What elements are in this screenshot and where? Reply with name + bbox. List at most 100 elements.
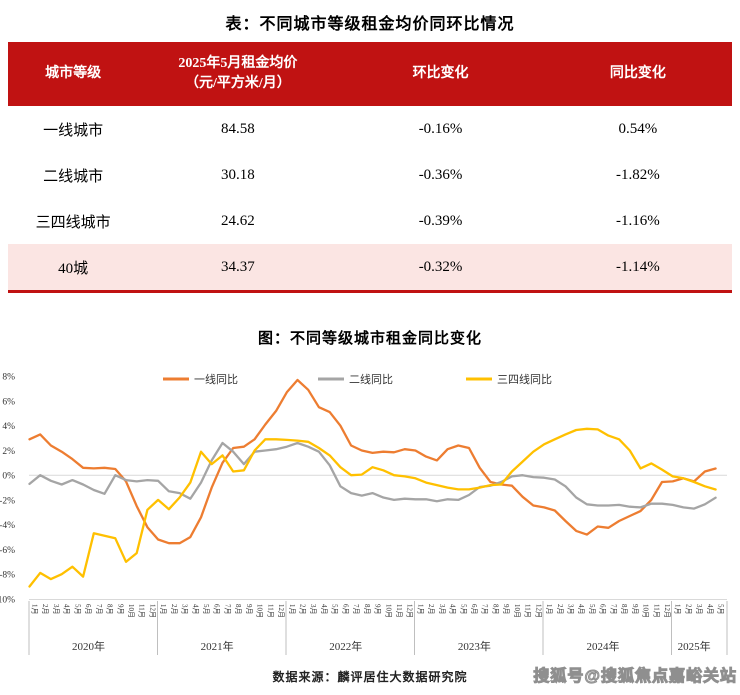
x-axis-month-label: 8月: [363, 604, 371, 615]
table-row: 二线城市 30.18 -0.36% -1.82%: [8, 152, 732, 198]
yoy-line-chart: 8%6%4%2%0%-2%-4%-6%-8%-10%1月2月3月4月5月6月7月…: [0, 372, 728, 655]
table-row: 三四线城市 24.62 -0.39% -1.16%: [8, 198, 732, 244]
x-axis-month-label: 7月: [95, 604, 103, 615]
data-source-note: 数据来源：麟评居住大数据研究院: [272, 670, 468, 684]
y-axis-tick-label: 6%: [2, 397, 15, 407]
x-axis-month-label: 12月: [663, 604, 671, 618]
series-line-1: [28, 441, 717, 510]
y-axis-tick-label: -10%: [0, 595, 15, 605]
x-axis-month-label: 4月: [320, 604, 328, 615]
x-axis-month-label: 4月: [577, 604, 585, 615]
x-axis-month-label: 8月: [491, 604, 499, 615]
x-axis-month-label: 6月: [213, 604, 221, 615]
year-label: 2021年: [201, 639, 234, 653]
x-axis-month-label: 4月: [706, 604, 714, 615]
table-row: 40城 34.37 -0.32% -1.14%: [8, 244, 732, 290]
x-axis-month-label: 3月: [52, 604, 60, 615]
table-cell: -0.16%: [418, 120, 463, 137]
x-axis-month-label: 7月: [609, 604, 617, 615]
table-header-cell: 城市等级: [45, 65, 102, 81]
x-axis-month-label: 10月: [256, 604, 264, 618]
y-axis-tick-label: 8%: [2, 373, 15, 383]
x-axis-month-label: 2月: [684, 604, 692, 615]
table-cell: 34.37: [220, 258, 255, 275]
x-axis-month-label: 11月: [266, 604, 274, 618]
x-axis-month-label: 4月: [449, 604, 457, 615]
x-axis-month-label: 9月: [502, 604, 510, 615]
table-cell: -0.39%: [418, 212, 463, 229]
x-axis-month-label: 5月: [331, 604, 339, 615]
table-cell: 一线城市: [43, 122, 104, 139]
x-axis-month-label: 11月: [652, 604, 660, 618]
table-cell: 二线城市: [43, 168, 104, 185]
year-label: 2020年: [72, 639, 105, 653]
x-axis-month-label: 3月: [438, 604, 446, 615]
x-axis-month-label: 5月: [459, 604, 467, 615]
table-cell: 三四线城市: [35, 214, 111, 231]
x-axis-month-label: 2月: [556, 604, 564, 615]
table-title: 表：不同城市等级租金均价同环比情况: [225, 16, 515, 33]
legend-label: 三四线同比: [497, 372, 552, 386]
x-axis-month-label: 12月: [148, 604, 156, 618]
table-header-row: 城市等级 2025年5月租金均价 （元/平方米/月） 环比变化 同比变化: [8, 42, 732, 106]
y-axis-tick-label: -8%: [0, 571, 15, 581]
x-axis-month-label: 7月: [352, 604, 360, 615]
x-axis-month-label: 6月: [341, 604, 349, 615]
y-axis-tick-label: -2%: [0, 496, 15, 506]
legend-label: 二线同比: [349, 372, 393, 386]
table-header-cell: 环比变化: [412, 65, 469, 81]
x-axis-month-label: 10月: [127, 604, 135, 618]
x-axis-month-label: 9月: [631, 604, 639, 615]
x-axis-month-label: 5月: [73, 604, 81, 615]
year-label: 2023年: [458, 639, 491, 653]
table-cell: 40城: [58, 260, 89, 277]
x-axis-month-label: 10月: [384, 604, 392, 618]
x-axis-month-label: 10月: [513, 604, 521, 618]
x-axis-month-label: 12月: [277, 604, 285, 618]
x-axis-month-label: 11月: [138, 604, 146, 618]
x-axis-month-label: 7月: [223, 604, 231, 615]
year-label: 2024年: [587, 639, 620, 653]
x-axis-month-label: 5月: [717, 604, 725, 615]
x-axis-month-label: 9月: [374, 604, 382, 615]
x-axis-month-label: 5月: [202, 604, 210, 615]
table-header-cell: 2025年5月租金均价 （元/平方米/月）: [178, 55, 298, 91]
x-axis-month-label: 4月: [191, 604, 199, 615]
x-axis-month-label: 2月: [299, 604, 307, 615]
x-axis-month-label: 1月: [31, 604, 39, 615]
x-axis-month-label: 1月: [416, 604, 424, 615]
x-axis-month-label: 6月: [84, 604, 92, 615]
x-axis-month-label: 8月: [620, 604, 628, 615]
x-axis-month-label: 10月: [642, 604, 650, 618]
table-row: 一线城市 84.58 -0.16% 0.54%: [8, 106, 732, 152]
x-axis-month-label: 1月: [159, 604, 167, 615]
x-axis-month-label: 12月: [534, 604, 542, 618]
table-cell: 30.18: [220, 166, 255, 183]
chart-title: 图：不同等级城市租金同比变化: [257, 331, 482, 347]
x-axis-month-label: 3月: [181, 604, 189, 615]
x-axis-month-label: 2月: [427, 604, 435, 615]
x-axis-month-label: 1月: [545, 604, 553, 615]
table-cell: 0.54%: [618, 120, 658, 137]
series-line-2: [28, 427, 717, 588]
table-cell: -0.36%: [418, 166, 463, 183]
x-axis-month-label: 11月: [524, 604, 532, 618]
legend-label: 一线同比: [194, 372, 238, 386]
y-axis-tick-label: 2%: [2, 447, 15, 457]
x-axis-month-label: 3月: [309, 604, 317, 615]
y-axis-tick-label: -6%: [0, 546, 15, 556]
table-cell: -1.14%: [615, 258, 660, 275]
x-axis-month-label: 11月: [395, 604, 403, 618]
table-cell: -0.32%: [418, 258, 463, 275]
x-axis-month-label: 7月: [481, 604, 489, 615]
y-axis-tick-label: -4%: [0, 521, 15, 531]
x-axis-month-label: 4月: [63, 604, 71, 615]
x-axis-month-label: 5月: [588, 604, 596, 615]
series-line-0: [28, 378, 717, 545]
x-axis-month-label: 9月: [245, 604, 253, 615]
x-axis-month-label: 1月: [674, 604, 682, 615]
sohu-watermark: 搜狐号@搜狐焦点嘉峪关站: [533, 668, 737, 686]
year-label: 2025年: [678, 639, 711, 653]
x-axis-month-label: 12月: [406, 604, 414, 618]
